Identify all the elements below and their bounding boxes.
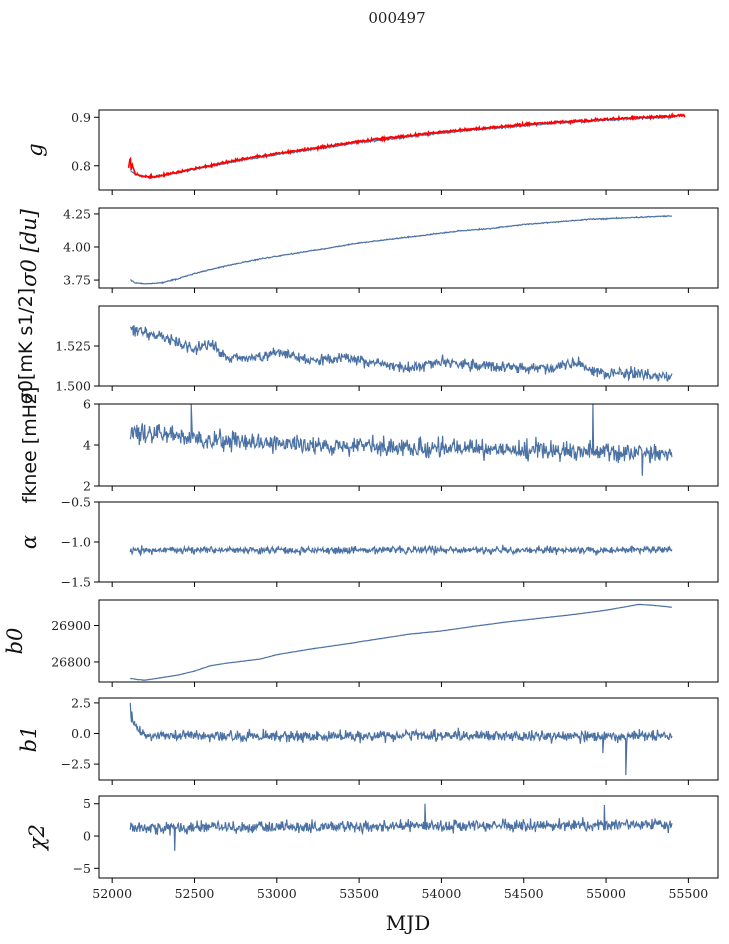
series-line-1 [130, 603, 672, 681]
x-tick-label: 55500 [668, 886, 708, 901]
series-line-1 [129, 404, 673, 476]
panel-4: 2 4 6 fknee [mHz] [19, 387, 719, 504]
series-line-1 [129, 702, 673, 776]
y-axis-label: b1 [17, 726, 41, 753]
x-tick-label: 52000 [92, 886, 132, 901]
panel-8: −5 0 5 52000 52500 53000 53500 54000 54500 55000 5… [25, 795, 719, 901]
plot-frame [98, 501, 719, 583]
y-tick-label: 4.00 [63, 240, 91, 255]
plot-frame [98, 697, 719, 781]
x-tick-label: 54000 [422, 886, 462, 901]
y-tick-label: 0.0 [71, 726, 91, 741]
y-tick-label: 3.75 [63, 273, 91, 288]
y-axis-label: α [17, 535, 41, 549]
series-line-1 [129, 324, 673, 382]
y-tick-label: 4 [83, 438, 91, 453]
x-axis-label: MJD [386, 911, 431, 935]
y-tick-label: 2.5 [71, 695, 91, 710]
y-tick-label: 2 [83, 479, 91, 494]
y-tick-label: 1.525 [55, 339, 91, 354]
y-axis-label: fknee [mHz] [19, 387, 41, 504]
y-axis-label: g [23, 143, 47, 156]
y-tick-label: −5 [73, 861, 91, 876]
figure-title: 000497 [368, 9, 425, 27]
plot-frame [98, 795, 719, 879]
x-tick-label: 52500 [175, 886, 215, 901]
y-tick-label: 26900 [51, 618, 91, 633]
plot-frame [98, 207, 719, 289]
y-tick-label: 4.25 [63, 206, 91, 221]
y-axis-label: σ0[mK s1/2] [15, 288, 37, 404]
panels: 0.8 0.9 g 3.75 4.00 4.25 σ0 [du] 1.500 1.525 σ0[m… [3, 109, 719, 901]
x-tick-label: 53000 [257, 886, 297, 901]
panel-2: 3.75 4.00 4.25 σ0 [du] [17, 206, 719, 293]
x-tick-label: 53500 [339, 886, 379, 901]
panel-5: −1.5 −1.0 −0.5 α [17, 495, 719, 590]
y-tick-label: 26800 [51, 654, 91, 669]
y-tick-label: 0.9 [71, 110, 91, 125]
series-line-1 [129, 803, 673, 851]
y-tick-label: −1.0 [61, 535, 91, 550]
y-axis-label: σ0 [du] [17, 208, 41, 287]
plot-frame [98, 109, 719, 191]
panel-6: 26800 26900 b0 [3, 599, 719, 687]
x-tick-label: 55000 [586, 886, 626, 901]
panel-1: 0.8 0.9 g [23, 109, 719, 195]
plot-frame [98, 599, 719, 683]
y-tick-label: −0.5 [61, 495, 91, 510]
y-axis-label: χ2 [25, 824, 49, 852]
y-tick-label: 6 [83, 397, 91, 412]
y-tick-label: 0.8 [71, 158, 91, 173]
series-line-1 [130, 115, 673, 179]
panel-3: 1.500 1.525 σ0[mK s1/2] [15, 288, 719, 404]
y-tick-label: −2.5 [61, 757, 91, 772]
series-line-1 [130, 214, 673, 285]
y-tick-label: −1.5 [61, 575, 91, 590]
panel-7: −2.5 0.0 2.5 b1 [17, 695, 719, 785]
series-line-2 [127, 112, 686, 180]
y-axis-label: b0 [3, 628, 27, 655]
x-tick-label: 54500 [504, 886, 544, 901]
y-tick-label: 5 [83, 796, 91, 811]
y-tick-label: 0 [83, 829, 91, 844]
y-tick-label: 1.500 [55, 379, 91, 394]
series-line-1 [129, 544, 673, 557]
